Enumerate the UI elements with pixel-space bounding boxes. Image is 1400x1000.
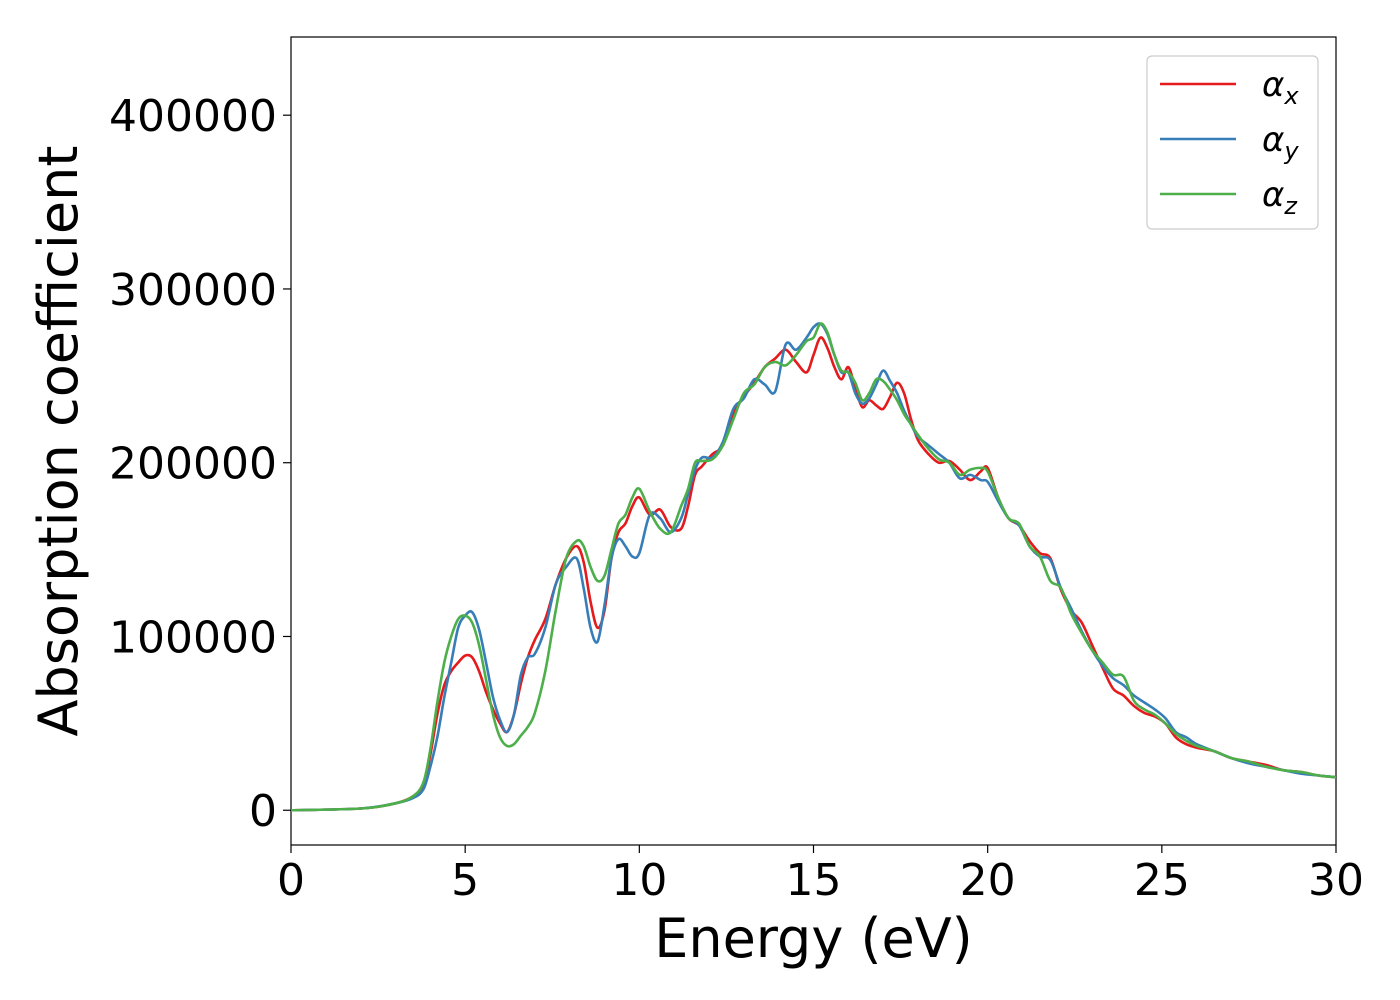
series-line-alpha-z (291, 322, 1336, 812)
legend-label-alpha-x: αx (1262, 65, 1299, 110)
y-axis: 0 100000 200000 300000 400000 (109, 91, 291, 837)
x-tick-label: 30 (1308, 855, 1364, 906)
y-tick-label: 400000 (109, 91, 277, 142)
y-tick-label: 300000 (109, 265, 277, 316)
series-layer (291, 322, 1336, 812)
x-tick-label: 0 (277, 855, 305, 906)
x-axis-label: Energy (eV) (654, 907, 973, 970)
y-tick-label: 100000 (109, 612, 277, 663)
legend-label-alpha-y: αy (1262, 120, 1299, 165)
x-tick-label: 5 (451, 855, 479, 906)
x-tick-label: 15 (786, 855, 842, 906)
x-tick-label: 25 (1134, 855, 1190, 906)
y-tick-label: 200000 (109, 439, 277, 490)
legend-box (1146, 55, 1319, 230)
legend: αx αy αz (1146, 55, 1319, 230)
legend-label-alpha-z: αz (1262, 175, 1298, 220)
series-line-alpha-y (291, 322, 1336, 812)
x-axis: 0 5 10 15 20 25 30 (277, 845, 1364, 906)
y-tick-label: 0 (249, 786, 277, 837)
x-tick-label: 10 (611, 855, 667, 906)
y-axis-label: Absorption coefficient (27, 146, 90, 737)
x-tick-label: 20 (960, 855, 1016, 906)
